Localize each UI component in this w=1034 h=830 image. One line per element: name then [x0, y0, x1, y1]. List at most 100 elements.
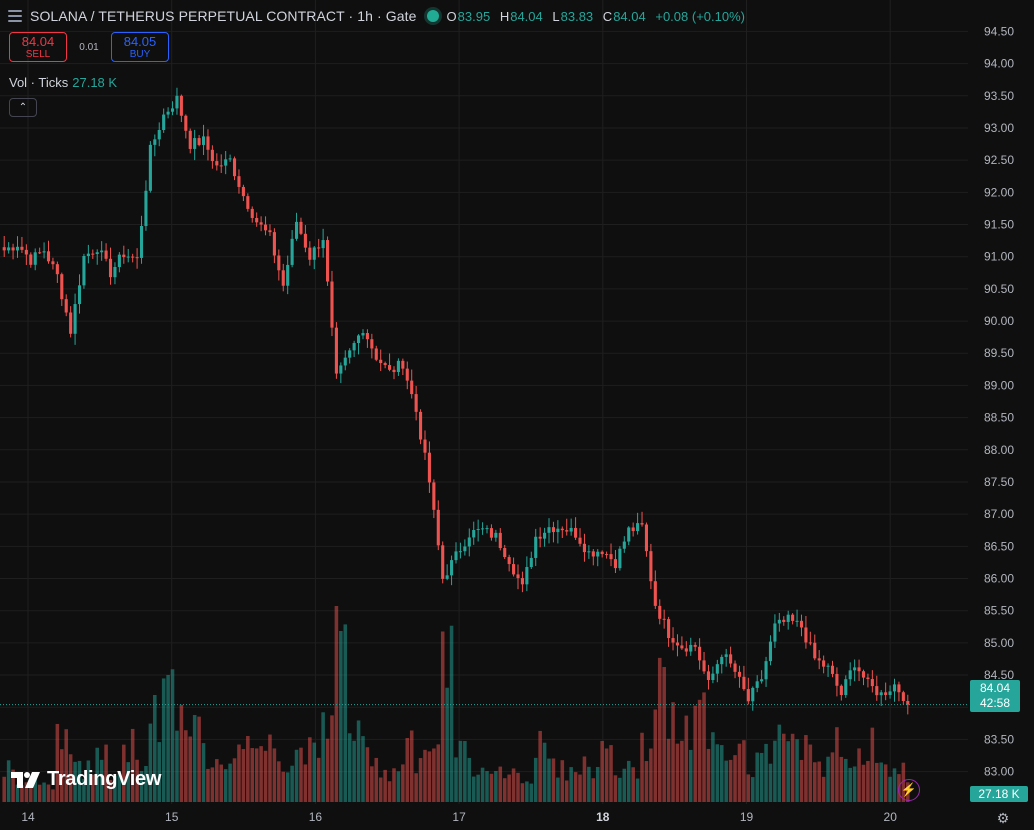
volume-bar — [392, 768, 396, 802]
menu-icon[interactable] — [8, 9, 22, 23]
candle-body — [636, 523, 640, 532]
volume-bar — [458, 740, 463, 802]
volume-bar — [547, 758, 551, 802]
volume-bar — [569, 767, 573, 802]
candle-body — [241, 186, 245, 197]
last-price-value: 84.04 — [979, 681, 1011, 695]
candle-body — [746, 689, 750, 702]
candle-body — [55, 264, 59, 275]
candle-body — [596, 551, 600, 557]
volume-bar — [844, 758, 848, 802]
candle-body — [755, 681, 759, 688]
price-tick-label: 89.50 — [984, 346, 1014, 360]
volume-bar — [489, 773, 494, 802]
sell-label: SELL — [25, 48, 51, 60]
price-tick-label: 88.00 — [984, 443, 1014, 457]
volume-bar — [24, 782, 29, 802]
candle-body — [861, 671, 866, 678]
volume-bar — [6, 760, 11, 802]
volume-bar — [86, 760, 91, 802]
volume-bar — [564, 780, 569, 802]
volume-bar — [321, 712, 325, 802]
volume-bar — [294, 749, 299, 802]
spread-value: 0.01 — [79, 41, 99, 53]
candle-body — [525, 567, 529, 585]
volume-bars — [2, 606, 910, 802]
volume-legend[interactable]: Vol · Ticks 27.18 K — [9, 75, 117, 90]
candle-body — [791, 614, 795, 621]
candle-body — [339, 365, 343, 374]
volume-bar — [303, 764, 308, 802]
volume-bar — [706, 748, 711, 802]
market-status-icon — [426, 10, 439, 22]
volume-bar — [529, 783, 534, 802]
candle-body — [786, 614, 790, 622]
volume-bar — [724, 760, 728, 802]
volume-bar — [671, 702, 675, 802]
candle-body — [15, 246, 20, 251]
volume-bar — [764, 743, 768, 802]
volume-bar — [237, 744, 241, 802]
collapse-legend-button[interactable]: ⌃ — [9, 98, 37, 117]
sell-button[interactable]: 84.04 SELL — [9, 32, 67, 62]
candle-body — [210, 149, 214, 162]
candle-body — [86, 253, 90, 257]
candle-body — [667, 619, 671, 639]
candle-body — [733, 663, 737, 672]
candle-body — [100, 250, 104, 253]
candle-body — [321, 240, 325, 249]
buy-button[interactable]: 84.05 BUY — [111, 32, 169, 62]
volume-bar — [542, 742, 547, 802]
lightning-icon[interactable]: ⚡ — [898, 779, 920, 801]
trade-panel: 84.04 SELL 0.01 84.05 BUY — [9, 32, 169, 62]
volume-legend-label: Vol · Ticks — [9, 75, 69, 90]
candle-body — [830, 665, 835, 674]
candle-body — [410, 380, 414, 395]
volume-bar — [525, 781, 529, 802]
candle-body — [126, 256, 130, 258]
symbol-title[interactable]: SOLANA / TETHERUS PERPETUAL CONTRACT · 1… — [30, 8, 417, 24]
volume-bar — [51, 789, 55, 802]
candle-body — [272, 232, 276, 256]
candle-body — [777, 619, 781, 624]
volume-bar — [60, 749, 64, 802]
volume-bar — [666, 738, 671, 802]
candle-body — [317, 247, 321, 249]
candle-body — [286, 264, 290, 286]
candle-body — [560, 528, 564, 531]
tradingview-icon — [11, 771, 40, 788]
volume-bar — [812, 762, 817, 802]
candle-body — [569, 527, 573, 532]
volume-bar — [157, 742, 162, 802]
volume-bar — [192, 715, 197, 802]
volume-bar — [148, 723, 153, 802]
candle-body — [11, 247, 15, 251]
high-value: 84.04 — [510, 8, 543, 24]
volume-bar — [507, 774, 511, 802]
candle-body — [108, 258, 113, 278]
candle-body — [458, 551, 462, 553]
time-tick-label: 14 — [21, 810, 35, 824]
volume-bar — [188, 736, 193, 802]
candle-body — [720, 656, 724, 665]
volume-bar — [396, 771, 401, 802]
candle-body — [503, 548, 507, 558]
volume-bar — [693, 705, 697, 802]
gear-icon[interactable]: ⚙ — [996, 810, 1010, 826]
candle-body — [60, 274, 64, 300]
volume-bar — [560, 760, 565, 802]
candle-body — [414, 394, 418, 412]
candle-body — [839, 685, 843, 696]
volume-bar — [356, 720, 361, 802]
candle-body — [91, 253, 95, 255]
buy-label: BUY — [129, 48, 151, 60]
volume-bar — [711, 732, 715, 802]
volume-bar — [826, 756, 830, 802]
chart-grid — [0, 0, 968, 804]
candle-body — [232, 158, 237, 177]
candle-body — [312, 247, 316, 260]
candle-body — [237, 176, 241, 187]
volume-bar — [471, 776, 476, 802]
tradingview-logo[interactable]: TradingView — [11, 768, 161, 791]
